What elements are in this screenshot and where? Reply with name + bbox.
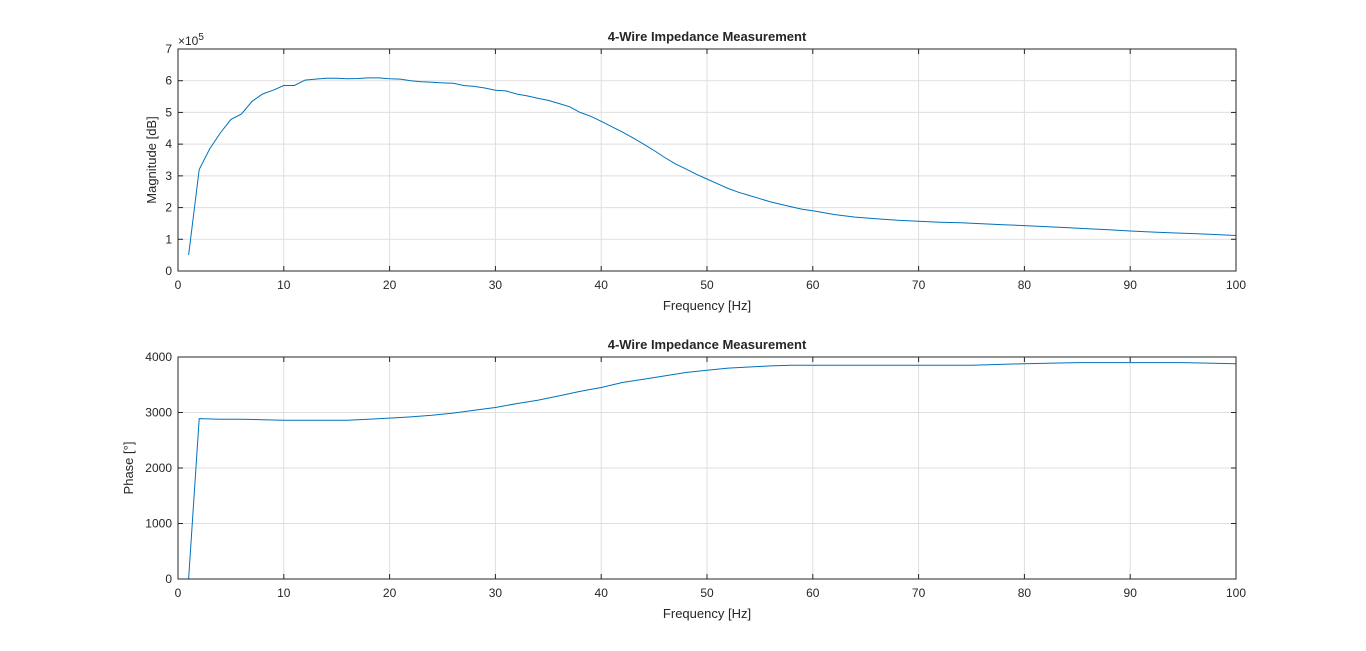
phase-chart-title: 4-Wire Impedance Measurement bbox=[608, 337, 807, 352]
phase-y-tick-label: 2000 bbox=[145, 461, 172, 475]
magnitude-x-tick-label: 60 bbox=[806, 278, 820, 292]
magnitude-y-tick-label: 1 bbox=[165, 232, 172, 246]
exponent-base: ×10 bbox=[178, 34, 199, 48]
phase-y-tick-label: 4000 bbox=[145, 350, 172, 364]
magnitude-x-tick-label: 90 bbox=[1124, 278, 1138, 292]
phase-x-tick-label: 90 bbox=[1124, 586, 1138, 600]
magnitude-x-tick-label: 30 bbox=[489, 278, 503, 292]
phase-x-tick-label: 10 bbox=[277, 586, 291, 600]
magnitude-x-tick-label: 100 bbox=[1226, 278, 1246, 292]
magnitude-y-tick-label: 4 bbox=[165, 137, 172, 151]
magnitude-x-tick-label: 0 bbox=[175, 278, 182, 292]
phase-x-tick-label: 80 bbox=[1018, 586, 1032, 600]
phase-x-tick-label: 100 bbox=[1226, 586, 1246, 600]
magnitude-y-tick-label: 7 bbox=[165, 42, 172, 56]
magnitude-x-tick-label: 70 bbox=[912, 278, 926, 292]
phase-y-tick-label: 0 bbox=[165, 572, 172, 586]
magnitude-x-tick-label: 40 bbox=[595, 278, 609, 292]
magnitude-x-tick-label: 20 bbox=[383, 278, 397, 292]
phase-x-tick-label: 60 bbox=[806, 586, 820, 600]
magnitude-x-tick-label: 80 bbox=[1018, 278, 1032, 292]
phase-y-tick-label: 1000 bbox=[145, 517, 172, 531]
phase-chart: 0 10 20 30 40 50 60 70 80 90 10001000200030004000 … bbox=[121, 337, 1246, 621]
magnitude-y-exponent: ×105 bbox=[178, 32, 204, 48]
magnitude-chart: 0 10 20 30 40 50 60 70 80 90 100 0 1 2 3 4 5 6 7 4-Wire Im… bbox=[144, 29, 1246, 313]
phase-x-tick-label: 50 bbox=[700, 586, 714, 600]
magnitude-y-tick-label: 3 bbox=[165, 169, 172, 183]
phase-x-tick-label: 0 bbox=[175, 586, 182, 600]
magnitude-y-axis-label: Magnitude [dB] bbox=[144, 116, 159, 203]
phase-x-tick-label: 40 bbox=[595, 586, 609, 600]
phase-y-tick-label: 3000 bbox=[145, 406, 172, 420]
magnitude-x-axis-label: Frequency [Hz] bbox=[663, 298, 751, 313]
phase-series-line bbox=[188, 362, 1237, 580]
phase-x-axis-label: Frequency [Hz] bbox=[663, 606, 751, 621]
phase-x-tick-label: 30 bbox=[489, 586, 503, 600]
magnitude-x-tick-label: 10 bbox=[277, 278, 291, 292]
phase-x-tick-label: 20 bbox=[383, 586, 397, 600]
phase-y-axis-label: Phase [°] bbox=[121, 442, 136, 495]
magnitude-y-tick-label: 5 bbox=[165, 105, 172, 119]
magnitude-y-tick-label: 6 bbox=[165, 74, 172, 88]
magnitude-y-tick-label: 0 bbox=[165, 264, 172, 278]
phase-x-tick-label: 70 bbox=[912, 586, 926, 600]
magnitude-chart-title: 4-Wire Impedance Measurement bbox=[608, 29, 807, 44]
magnitude-series-line bbox=[188, 77, 1237, 256]
magnitude-y-tick-label: 2 bbox=[165, 201, 172, 215]
magnitude-x-tick-label: 50 bbox=[700, 278, 714, 292]
exponent-power: 5 bbox=[198, 32, 204, 43]
